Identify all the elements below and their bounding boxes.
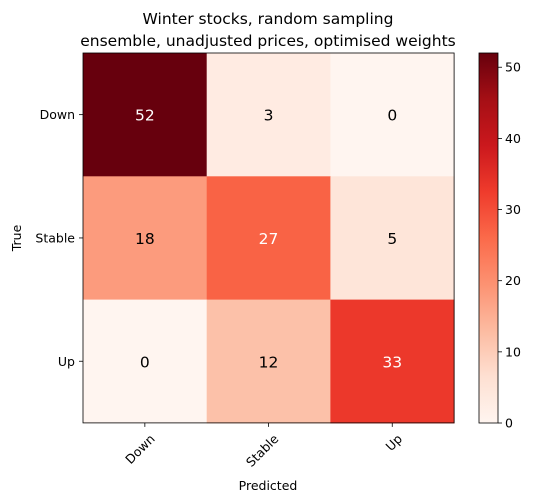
x-tick-label-2: Up bbox=[382, 431, 405, 454]
heatmap-cell-0-2 bbox=[330, 53, 455, 177]
heatmap-cell-1-1 bbox=[206, 176, 331, 301]
x-axis-label: Predicted bbox=[239, 478, 298, 493]
heatmap-cells bbox=[82, 52, 455, 424]
x-axis-ticks: Down Stable Up bbox=[122, 422, 405, 470]
y-tick-label-0: Down bbox=[40, 107, 75, 122]
x-tick-label-1: Stable bbox=[243, 431, 282, 470]
heatmap-cell-2-0 bbox=[83, 299, 208, 424]
y-axis-ticks: Down Stable Up bbox=[35, 107, 83, 369]
cell-value-label-2-1: 12 bbox=[259, 353, 279, 371]
cell-value-label-2-0: 0 bbox=[140, 353, 150, 371]
colorbar-tick-label-3: 30 bbox=[505, 202, 521, 217]
cell-value-label-2-2: 33 bbox=[382, 353, 402, 371]
cell-value-label-0-0: 52 bbox=[135, 107, 155, 125]
cell-value-label-1-0: 18 bbox=[135, 230, 155, 248]
cell-value-label-1-1: 27 bbox=[259, 230, 279, 248]
heatmap-cell-2-2 bbox=[330, 299, 455, 424]
colorbar-tick-label-0: 0 bbox=[505, 416, 513, 431]
x-tick-label-0: Down bbox=[122, 431, 158, 467]
colorbar-tick-label-2: 20 bbox=[505, 273, 521, 288]
colorbar: 0 10 20 30 40 50 bbox=[478, 52, 521, 431]
colorbar-gradient bbox=[478, 52, 499, 424]
colorbar-tick-label-4: 40 bbox=[505, 131, 521, 146]
y-axis-label: True bbox=[9, 224, 24, 252]
cell-value-label-1-2: 5 bbox=[387, 230, 397, 248]
heatmap-cell-1-2 bbox=[330, 176, 455, 301]
heatmap-cell-1-0 bbox=[83, 176, 208, 301]
heatmap-cell-0-0 bbox=[83, 53, 208, 177]
heatmap-cell-0-1 bbox=[206, 53, 331, 177]
colorbar-tick-label-1: 10 bbox=[505, 344, 521, 359]
chart-title-line-1: Winter stocks, random sampling bbox=[143, 10, 394, 28]
y-tick-label-1: Stable bbox=[35, 230, 75, 245]
cell-value-label-0-2: 0 bbox=[387, 107, 397, 125]
chart-title-line-2: ensemble, unadjusted prices, optimised w… bbox=[80, 32, 456, 50]
colorbar-tick-label-5: 50 bbox=[505, 60, 521, 75]
heatmap-cell-labels: 52 3 0 18 27 5 0 12 33 bbox=[135, 107, 402, 372]
cell-value-label-0-1: 3 bbox=[264, 107, 274, 125]
y-tick-label-2: Up bbox=[58, 354, 75, 369]
heatmap-cell-2-1 bbox=[206, 299, 331, 424]
colorbar-ticks: 0 10 20 30 40 50 bbox=[498, 60, 521, 431]
